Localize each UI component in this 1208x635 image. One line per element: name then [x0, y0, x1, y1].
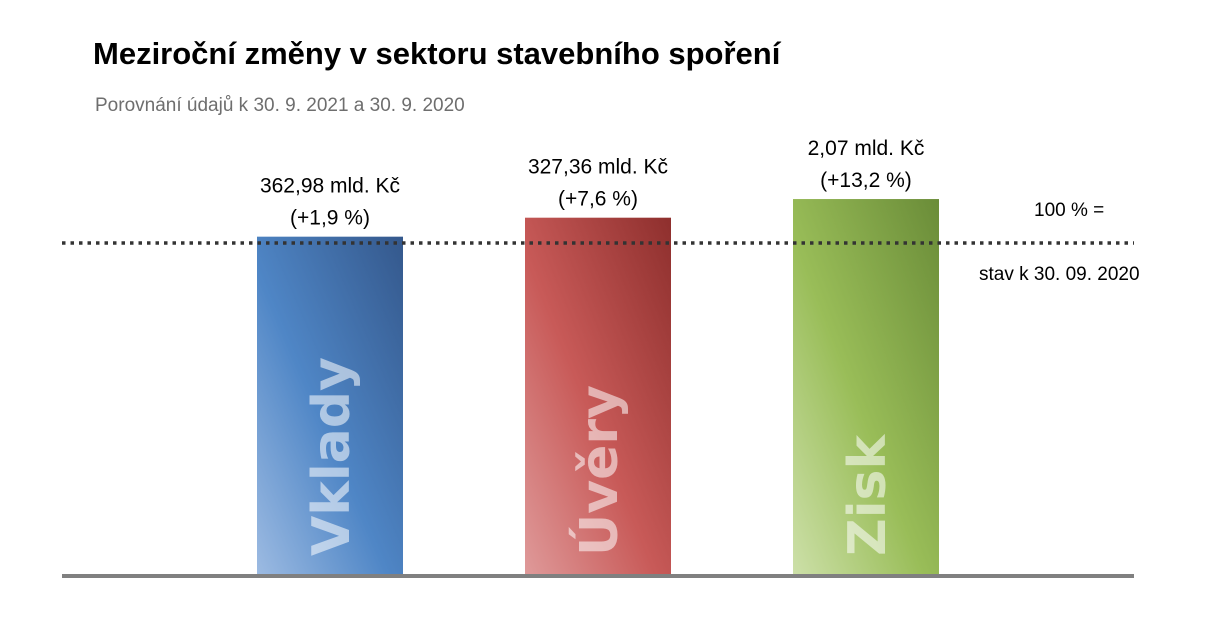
bar-change-label: (+1,9 %): [290, 207, 370, 230]
bar-category-label: Zisk: [838, 434, 898, 556]
chart-title: Meziroční změny v sektoru stavebního spo…: [93, 36, 781, 71]
bar-uvery: [525, 217, 671, 576]
reference-label-bottom: stav k 30. 09. 2020: [979, 264, 1140, 285]
bar-value-label: 362,98 mld. Kč: [260, 175, 400, 198]
bar-category-label: Úvěry: [568, 385, 630, 556]
bar-zisk: [793, 199, 939, 576]
bar-change-label: (+7,6 %): [558, 188, 638, 211]
bar-vklady: [257, 236, 403, 576]
chart-subtitle: Porovnání údajů k 30. 9. 2021 a 30. 9. 2…: [95, 95, 465, 116]
bar-change-label: (+13,2 %): [820, 169, 912, 192]
reference-label-top: 100 % =: [1034, 200, 1105, 221]
bar-value-label: 327,36 mld. Kč: [528, 156, 668, 179]
bar-value-label: 2,07 mld. Kč: [808, 137, 925, 160]
bar-category-label: Vklady: [302, 357, 362, 556]
